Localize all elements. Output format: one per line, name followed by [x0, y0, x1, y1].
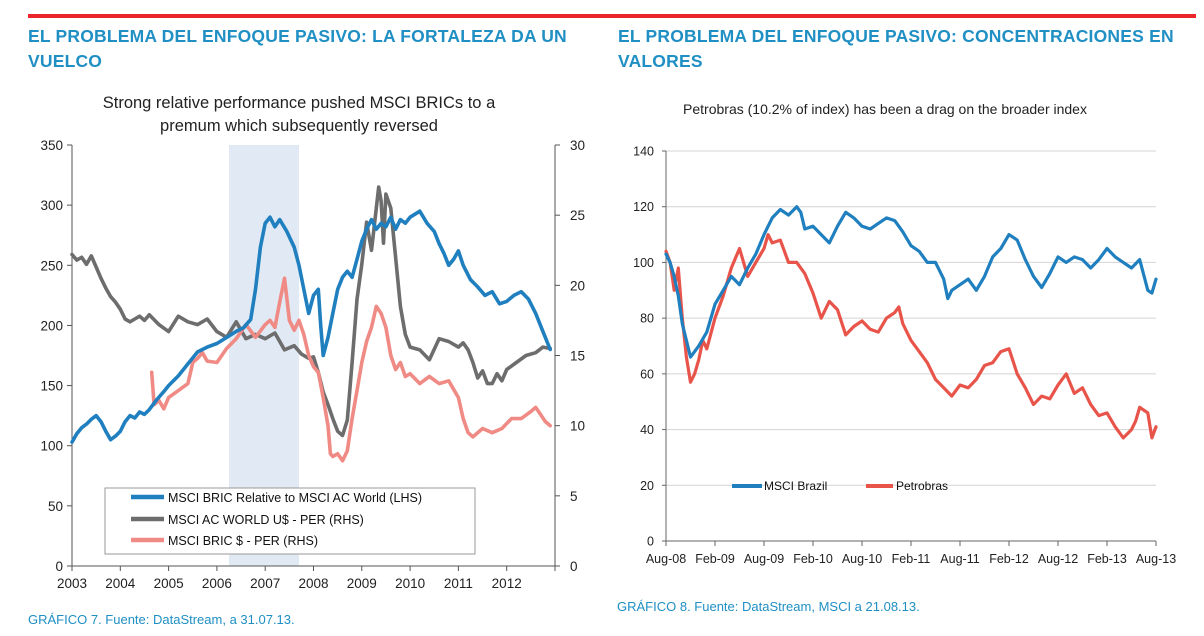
legend-label-petrobras: Petrobras [896, 479, 948, 493]
bric-performance-chart: Strong relative performance pushed MSCI … [20, 88, 585, 610]
right-chart-caption: GRÁFICO 8. Fuente: DataStream, MSCI a 21… [617, 599, 920, 614]
chart1-left-tick-label: 300 [40, 198, 63, 213]
chart1-right-tick-label: 10 [570, 419, 585, 434]
chart2-title: Petrobras (10.2% of index) has been a dr… [683, 101, 1087, 117]
series-line-msci-bric-relative-to-msci-ac-world-lhs [70, 209, 553, 444]
chart1-x-tick-label: 2003 [57, 576, 87, 591]
legend-label-msci-brazil: MSCI Brazil [764, 479, 827, 493]
legend-label-bric-per: MSCI BRIC $ - PER (RHS) [168, 534, 318, 548]
chart2-x-tick-label: Feb-13 [1087, 552, 1127, 566]
chart1-right-tick-label: 20 [570, 278, 585, 293]
series-line-petrobras [664, 233, 1158, 440]
chart2-legend: MSCI Brazil Petrobras [732, 479, 948, 493]
top-red-rule [28, 14, 1196, 18]
chart2-x-tick-label: Feb-10 [793, 552, 833, 566]
chart1-x-tick-label: 2008 [298, 576, 328, 591]
legend-label-acworld-per: MSCI AC WORLD U$ - PER (RHS) [168, 513, 364, 527]
chart2-y-tick-label: 40 [640, 423, 654, 437]
chart2-y-tick-label: 80 [640, 312, 654, 326]
series-line-msci-bric-per-rhs [149, 276, 553, 463]
chart1-right-tick-label: 5 [570, 489, 578, 504]
petrobras-chart: Petrobras (10.2% of index) has been a dr… [612, 86, 1196, 598]
chart1-left-tick-label: 250 [40, 258, 63, 273]
left-chart-caption: GRÁFICO 7. Fuente: DataStream, a 31.07.1… [28, 612, 295, 627]
chart2-y-tick-label: 20 [640, 479, 654, 493]
chart1-x-tick-label: 2005 [154, 576, 184, 591]
chart2-x-tick-label: Aug-12 [1038, 552, 1078, 566]
legend-label-bric-relative: MSCI BRIC Relative to MSCI AC World (LHS… [168, 491, 422, 505]
chart1-left-tick-label: 150 [40, 379, 63, 394]
chart2-x-tick-label: Aug-13 [1136, 552, 1176, 566]
chart2-y-tick-label: 140 [633, 145, 654, 159]
chart2-x-tick-label: Aug-11 [940, 552, 979, 566]
chart1-left-tick-label: 200 [40, 318, 63, 333]
chart1-x-tick-label: 2012 [492, 576, 522, 591]
chart1-left-tick-label: 50 [48, 499, 63, 514]
chart1-right-tick-label: 25 [570, 208, 585, 223]
chart2-x-tick-label: Aug-08 [646, 552, 686, 566]
chart1-legend: MSCI BRIC Relative to MSCI AC World (LHS… [104, 487, 476, 555]
right-section-heading: EL PROBLEMA DEL ENFOQUE PASIVO: CONCENTR… [618, 26, 1174, 71]
chart1-left-tick-label: 0 [55, 559, 63, 574]
chart1-x-tick-label: 2004 [105, 576, 136, 591]
chart2-x-tick-label: Feb-12 [989, 552, 1029, 566]
chart1-title-line2: premum which subsequently reversed [160, 117, 438, 135]
series-line-msci-ac-world-u-per-rhs [70, 185, 553, 438]
chart1-left-tick-label: 350 [40, 138, 63, 153]
chart2-y-tick-label: 0 [647, 535, 654, 549]
series-line-msci-brazil [664, 205, 1158, 359]
chart1-title-line1: Strong relative performance pushed MSCI … [103, 94, 496, 112]
chart1-legend-box [104, 487, 476, 555]
chart2-x-tick-label: Feb-09 [695, 552, 735, 566]
chart1-x-tick-label: 2006 [202, 576, 232, 591]
chart1-left-tick-label: 100 [40, 439, 63, 454]
chart2-x-tick-label: Aug-09 [744, 552, 784, 566]
chart1-x-tick-label: 2009 [347, 576, 377, 591]
chart1-x-tick-label: 2010 [395, 576, 425, 591]
chart1-x-tick-label: 2011 [444, 576, 473, 591]
chart1-right-tick-label: 0 [570, 559, 578, 574]
chart1-x-tick-label: 2007 [250, 576, 280, 591]
chart2-y-tick-label: 120 [633, 200, 654, 214]
chart1-right-tick-label: 30 [570, 138, 585, 153]
chart2-y-tick-label: 60 [640, 367, 654, 381]
left-section-heading: EL PROBLEMA DEL ENFOQUE PASIVO: LA FORTA… [28, 26, 567, 71]
chart2-x-tick-label: Feb-11 [892, 552, 931, 566]
chart1-right-tick-label: 15 [570, 349, 585, 364]
chart2-x-tick-label: Aug-10 [842, 552, 882, 566]
chart2-y-tick-label: 100 [633, 256, 654, 270]
